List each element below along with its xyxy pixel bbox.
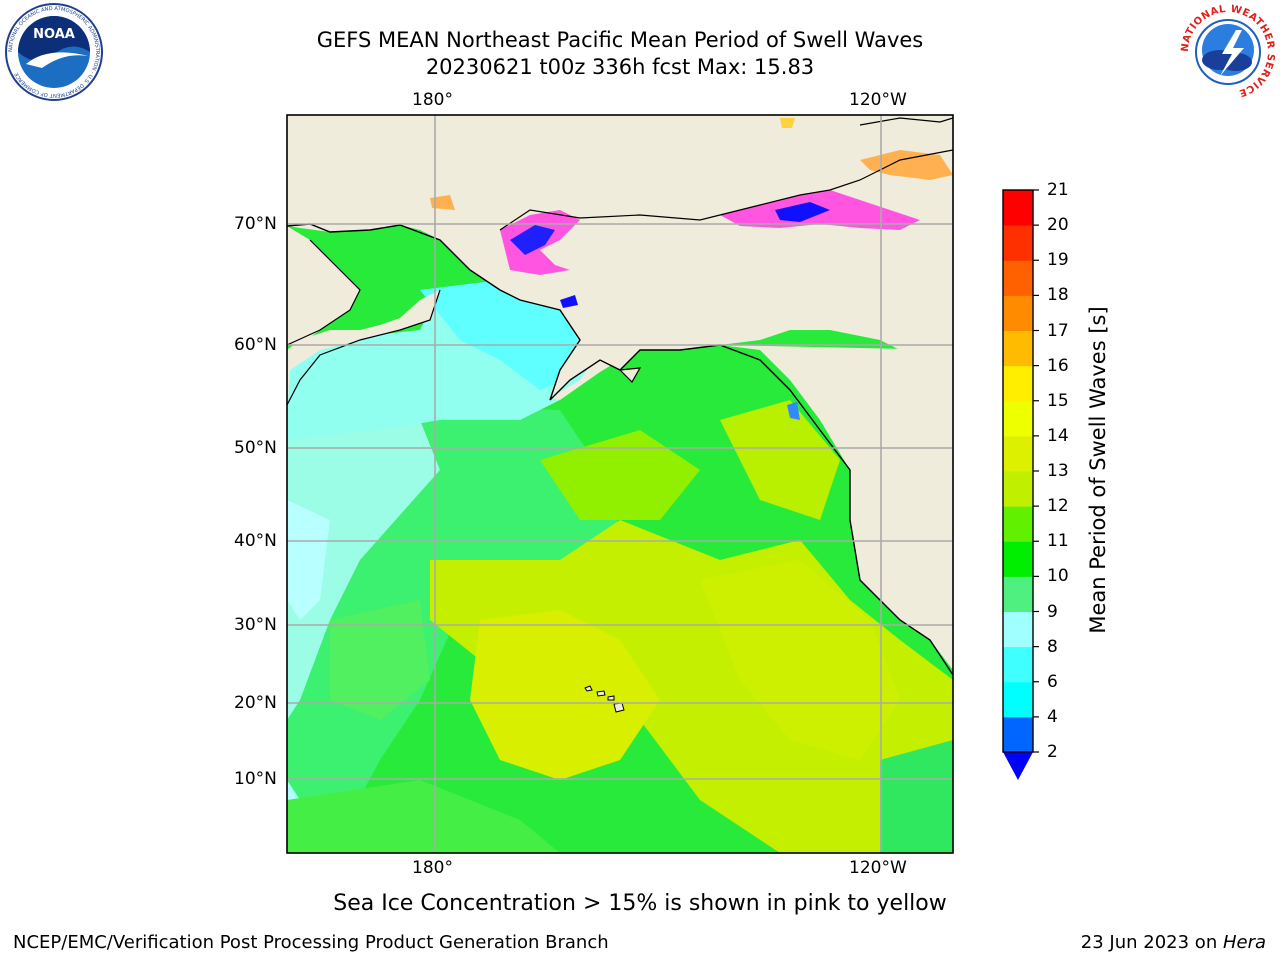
colorbar-band xyxy=(1003,541,1033,577)
lat-label-20n: 20°N xyxy=(234,693,277,713)
colorbar-tick-label: 18 xyxy=(1047,285,1069,306)
colorbar-tick-label: 14 xyxy=(1047,425,1069,446)
chart-subtitle: 20230621 t00z 336h fcst Max: 15.83 xyxy=(425,55,815,79)
colorbar-band xyxy=(1003,506,1033,542)
lat-label-10n: 10°N xyxy=(234,769,277,789)
lat-label-60n: 60°N xyxy=(234,335,277,355)
colorbar-tick-label: 15 xyxy=(1047,390,1069,411)
sea-ice-note: Sea Ice Concentration > 15% is shown in … xyxy=(333,891,947,916)
lat-label-50n: 50°N xyxy=(234,438,277,458)
lon-label-bottom-120w: 120°W xyxy=(849,858,907,878)
colorbar-under-arrow xyxy=(1003,752,1033,780)
colorbar-tick-label: 12 xyxy=(1047,496,1069,517)
colorbar-tick-label: 10 xyxy=(1047,566,1069,587)
colorbar-tick-label: 8 xyxy=(1047,636,1058,657)
colorbar-tick-label: 6 xyxy=(1047,671,1058,692)
footer-date-text: 23 Jun 2023 on xyxy=(1080,932,1223,953)
lat-label-70n: 70°N xyxy=(234,214,277,234)
colorbar-band xyxy=(1003,681,1033,718)
colorbar-band xyxy=(1003,576,1033,612)
chart-title: GEFS MEAN Northeast Pacific Mean Period … xyxy=(316,28,924,52)
colorbar xyxy=(1002,189,1039,780)
colorbar-band xyxy=(1003,611,1033,648)
colorbar-tick-label: 21 xyxy=(1047,180,1069,200)
colorbar-tick-label: 2 xyxy=(1047,742,1058,762)
nws-logo: NATIONAL WEATHER SERVICE xyxy=(1180,4,1276,99)
colorbar-tick-label: 16 xyxy=(1047,355,1069,376)
colorbar-band xyxy=(1003,295,1033,331)
colorbar-band xyxy=(1003,190,1033,226)
colorbar-band xyxy=(1003,471,1033,507)
graticule xyxy=(287,115,953,853)
colorbar-band xyxy=(1003,646,1033,683)
colorbar-band xyxy=(1003,365,1033,402)
footer-date: 23 Jun 2023 on Hera xyxy=(1081,932,1266,954)
footer-branch: NCEP/EMC/Verification Post Processing Pr… xyxy=(13,932,609,953)
colorbar-label: Mean Period of Swell Waves [s] xyxy=(1086,306,1110,634)
coastline xyxy=(287,223,953,676)
colorbar-tick-label: 20 xyxy=(1047,215,1069,236)
colorbar-tick-label: 17 xyxy=(1047,320,1069,341)
colorbar-band xyxy=(1003,330,1033,367)
map-frame xyxy=(286,114,954,854)
lat-label-30n: 30°N xyxy=(234,615,277,635)
colorbar-band xyxy=(1003,225,1033,261)
colorbar-tick-label: 9 xyxy=(1047,601,1058,622)
colorbar-tick-label: 4 xyxy=(1047,706,1058,727)
lon-label-top-180: 180° xyxy=(412,90,453,110)
colorbar-band xyxy=(1003,400,1033,437)
noaa-logo: NOAA NATIONAL OCEANIC AND ATMOSPHERIC AD… xyxy=(5,3,103,101)
footer-machine: Hera xyxy=(1222,932,1266,953)
lon-label-top-120w: 120°W xyxy=(849,90,907,110)
noaa-logo-text: NOAA xyxy=(33,27,75,42)
lat-label-40n: 40°N xyxy=(234,531,277,551)
colorbar-tick-label: 11 xyxy=(1047,531,1069,552)
lon-label-bottom-180: 180° xyxy=(412,858,453,878)
colorbar-tick-label: 13 xyxy=(1047,461,1069,481)
colorbar-band xyxy=(1003,716,1033,753)
colorbar-band xyxy=(1003,260,1033,296)
colorbar-band xyxy=(1003,435,1033,472)
colorbar-tick-label: 19 xyxy=(1047,250,1069,271)
